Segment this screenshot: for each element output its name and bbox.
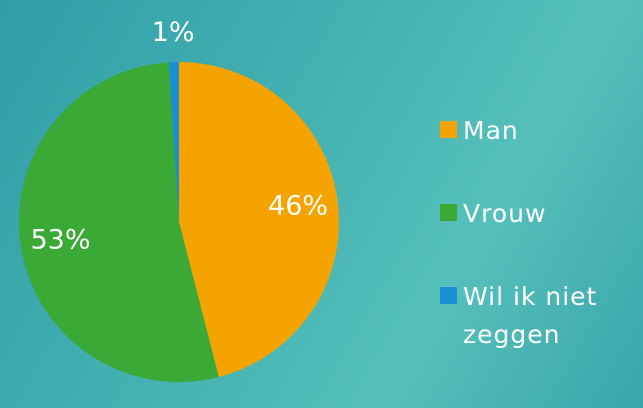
legend-label: Wil ik niet zeggen <box>463 278 640 354</box>
legend-swatch <box>440 204 457 221</box>
legend-item: Wil ik niet zeggen <box>440 278 640 361</box>
legend-item: Vrouw <box>440 195 640 278</box>
chart: 46% 53% 1% Man Vrouw Wil ik niet zeggen <box>0 0 643 408</box>
legend: Man Vrouw Wil ik niet zeggen <box>440 112 640 361</box>
legend-label: Man <box>463 112 519 150</box>
data-label: 53% <box>30 224 90 255</box>
legend-label: Vrouw <box>463 195 546 233</box>
legend-item: Man <box>440 112 640 195</box>
legend-swatch <box>440 287 457 304</box>
data-label: 1% <box>152 17 195 48</box>
data-label: 46% <box>268 190 328 221</box>
legend-swatch <box>440 121 457 138</box>
